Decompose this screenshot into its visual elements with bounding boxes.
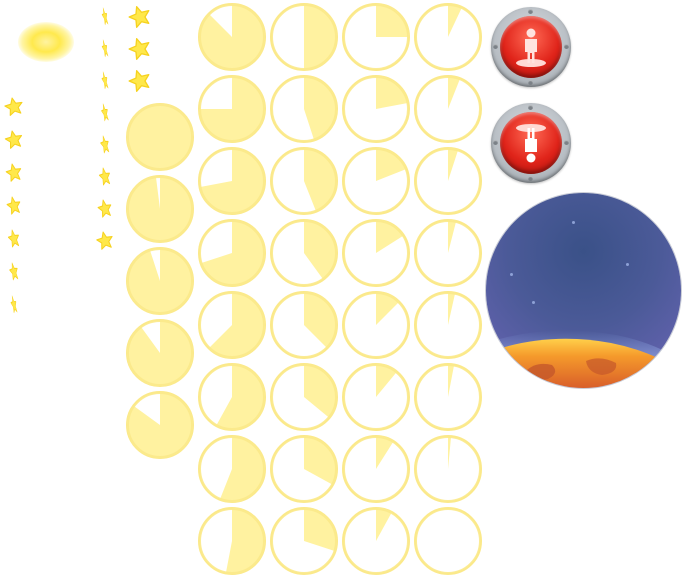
timer-sprite <box>126 247 194 315</box>
timer-sprite <box>126 391 194 459</box>
timer-sprite <box>270 291 338 359</box>
timer-sprite <box>198 291 266 359</box>
star-icon <box>97 199 112 218</box>
star-icon <box>128 70 150 92</box>
timer-sprite <box>414 291 482 359</box>
timer-sprite <box>198 435 266 503</box>
star-icon <box>96 231 113 250</box>
star-icon <box>101 71 109 90</box>
bolt-icon <box>564 140 569 145</box>
timer-sprite <box>342 291 410 359</box>
timer-sprite <box>414 363 482 431</box>
timer-sprite <box>342 435 410 503</box>
timer-sprite <box>126 103 194 171</box>
bolt-icon <box>528 176 533 181</box>
bolt-icon <box>528 80 533 85</box>
timer-sprite <box>270 3 338 71</box>
bolt-icon <box>528 9 533 14</box>
star-icon <box>10 295 18 314</box>
bolt-icon <box>493 44 498 49</box>
flip-gravity-button[interactable] <box>491 103 571 183</box>
timer-sprite <box>126 319 194 387</box>
stand-button[interactable] <box>491 7 571 87</box>
timer-sprite <box>270 507 338 575</box>
timer-sprite <box>198 75 266 143</box>
star-icon <box>100 135 110 154</box>
timer-sprite <box>342 219 410 287</box>
timer-sprite <box>414 435 482 503</box>
star-icon <box>6 196 21 215</box>
star-icon <box>101 39 109 58</box>
standing-figure-icon <box>516 28 546 67</box>
sun-glow-icon <box>18 22 74 62</box>
timer-sprite <box>270 219 338 287</box>
star-icon <box>98 167 111 186</box>
bolt-icon <box>528 105 533 110</box>
star-icon <box>4 130 23 149</box>
timer-sprite <box>414 147 482 215</box>
timer-sprite <box>198 3 266 71</box>
star-icon <box>101 103 109 122</box>
star-icon <box>128 6 150 28</box>
button-face <box>500 16 562 78</box>
star-icon <box>4 97 23 116</box>
timer-sprite <box>198 147 266 215</box>
button-face <box>500 112 562 174</box>
timer-sprite <box>270 75 338 143</box>
planet-horizon-icon <box>486 193 681 388</box>
timer-sprite <box>270 435 338 503</box>
star-icon <box>7 229 20 248</box>
timer-sprite <box>342 363 410 431</box>
timer-sprite <box>414 3 482 71</box>
timer-sprite <box>270 147 338 215</box>
timer-sprite <box>414 219 482 287</box>
timer-sprite <box>414 507 482 575</box>
bolt-icon <box>493 140 498 145</box>
star-icon <box>5 163 22 182</box>
timer-sprite <box>414 75 482 143</box>
star-icon <box>128 38 150 60</box>
timer-sprite <box>342 3 410 71</box>
timer-sprite <box>198 219 266 287</box>
star-icon <box>101 7 109 26</box>
timer-sprite <box>126 175 194 243</box>
timer-sprite <box>198 507 266 575</box>
timer-sprite <box>342 147 410 215</box>
timer-sprite <box>342 75 410 143</box>
bolt-icon <box>564 44 569 49</box>
timer-sprite <box>342 507 410 575</box>
timer-sprite <box>270 363 338 431</box>
upside-down-figure-icon <box>516 124 546 163</box>
timer-sprite <box>198 363 266 431</box>
star-icon <box>9 262 19 281</box>
